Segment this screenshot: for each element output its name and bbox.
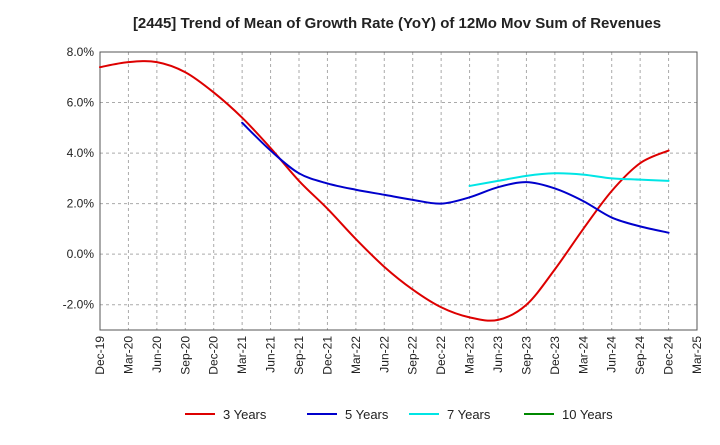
x-tick-label: Dec-23 <box>548 336 562 375</box>
x-axis-ticks: Dec-19 Mar-20 Jun-20 Sep-20 Dec-20 Mar-21 Jun-… <box>93 336 704 375</box>
x-tick-label: Sep-21 <box>292 336 306 375</box>
plot-frame <box>99 51 698 331</box>
x-tick-label: Mar-24 <box>576 336 590 374</box>
y-tick-label: 8.0% <box>67 45 95 59</box>
chart-title: [2445] Trend of Mean of Growth Rate (YoY… <box>133 15 661 32</box>
x-tick-label: Mar-22 <box>349 336 363 374</box>
series-line-7-years <box>468 172 670 187</box>
y-tick-label: 0.0% <box>67 247 95 261</box>
x-tick-label: Dec-22 <box>434 336 448 375</box>
x-tick-label: Mar-20 <box>121 336 135 374</box>
legend-label-3-years: 3 Years <box>223 407 267 422</box>
series-lines <box>99 60 670 322</box>
legend: 3 Years 5 Years 7 Years 10 Years <box>185 407 613 422</box>
y-tick-label: 4.0% <box>67 146 95 160</box>
y-tick-label: -2.0% <box>63 298 95 312</box>
x-tick-label: Dec-24 <box>662 336 676 375</box>
y-axis-ticks: 8.0% 6.0% 4.0% 2.0% 0.0% -2.0% <box>63 45 95 312</box>
x-tick-label: Mar-21 <box>235 336 249 374</box>
legend-label-10-years: 10 Years <box>562 407 613 422</box>
series-line-5-years <box>241 121 670 234</box>
x-tick-label: Mar-23 <box>463 336 477 374</box>
series-line-3-years <box>99 60 670 322</box>
x-tick-label: Sep-22 <box>406 336 420 375</box>
legend-label-7-years: 7 Years <box>447 407 491 422</box>
x-tick-label: Jun-22 <box>377 336 391 373</box>
x-tick-label: Dec-21 <box>320 336 334 375</box>
x-tick-label: Dec-19 <box>93 336 107 375</box>
x-tick-label: Sep-24 <box>633 336 647 375</box>
grid <box>100 51 697 330</box>
x-tick-label: Jun-23 <box>491 336 505 373</box>
legend-label-5-years: 5 Years <box>345 407 389 422</box>
x-tick-label: Jun-21 <box>264 336 278 373</box>
x-tick-label: Dec-20 <box>207 336 221 375</box>
x-tick-label: Jun-24 <box>605 336 619 373</box>
x-tick-label: Jun-20 <box>150 336 164 373</box>
x-tick-label: Mar-25 <box>690 336 704 374</box>
x-tick-label: Sep-23 <box>519 336 533 375</box>
y-tick-label: 6.0% <box>67 96 95 110</box>
y-tick-label: 2.0% <box>67 197 95 211</box>
x-tick-label: Sep-20 <box>178 336 192 375</box>
